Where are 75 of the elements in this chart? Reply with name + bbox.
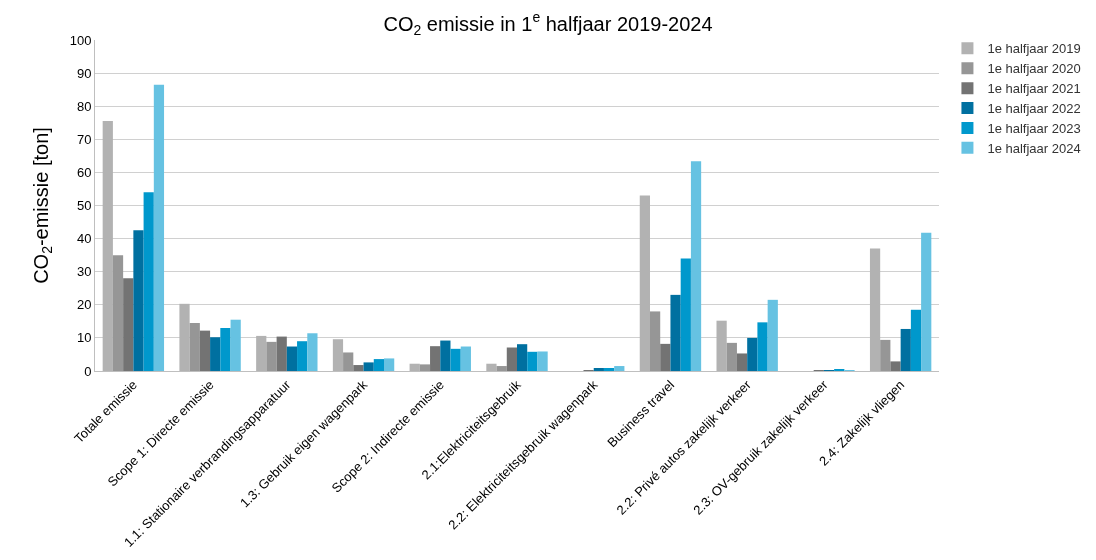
bar bbox=[307, 333, 318, 371]
bar bbox=[649, 311, 661, 371]
bar bbox=[593, 368, 604, 371]
bar bbox=[890, 361, 901, 371]
bar bbox=[230, 319, 241, 371]
bar bbox=[286, 346, 298, 371]
bar bbox=[353, 365, 364, 371]
bar bbox=[921, 232, 932, 371]
bar bbox=[910, 309, 922, 371]
bar bbox=[363, 362, 374, 371]
bar bbox=[736, 353, 748, 371]
bar bbox=[112, 255, 124, 371]
y-tick-label: 90 bbox=[76, 65, 92, 81]
bar bbox=[332, 339, 344, 371]
bar bbox=[450, 348, 461, 371]
bar bbox=[506, 347, 517, 371]
legend-label: 1e halfjaar 2021 bbox=[987, 81, 1081, 97]
bar bbox=[527, 351, 538, 371]
bar bbox=[419, 364, 431, 371]
bar bbox=[603, 368, 615, 371]
bar bbox=[102, 121, 113, 371]
bar bbox=[133, 230, 144, 371]
bar bbox=[880, 339, 891, 371]
bar bbox=[430, 346, 441, 371]
y-tick-label: 10 bbox=[76, 330, 92, 346]
bar bbox=[716, 320, 727, 371]
y-tick-label: 20 bbox=[76, 297, 92, 313]
bar bbox=[747, 337, 758, 371]
y-tick-label: 70 bbox=[76, 131, 92, 147]
bar bbox=[680, 258, 691, 371]
bar bbox=[266, 341, 277, 371]
legend-label: 1e halfjaar 2019 bbox=[987, 41, 1081, 57]
bar bbox=[460, 346, 471, 371]
bar bbox=[670, 294, 681, 371]
bar bbox=[143, 192, 154, 371]
bar bbox=[123, 278, 134, 371]
bar bbox=[726, 342, 737, 371]
bar bbox=[179, 303, 190, 371]
y-tick-label: 60 bbox=[76, 164, 92, 180]
legend-label: 1e halfjaar 2022 bbox=[987, 101, 1081, 117]
bar bbox=[767, 299, 778, 371]
legend-label: 1e halfjaar 2020 bbox=[987, 61, 1081, 77]
bar bbox=[210, 337, 221, 371]
bar bbox=[517, 344, 528, 371]
chart-title: CO$_{2}$ emissie in 1$^{e}$ halfjaar 2019-2024 bbox=[383, 9, 713, 38]
bar bbox=[757, 322, 768, 371]
bar bbox=[496, 366, 507, 371]
bar bbox=[373, 359, 385, 371]
bar bbox=[614, 366, 625, 371]
bar bbox=[409, 363, 420, 371]
bar bbox=[486, 363, 497, 371]
bar bbox=[189, 323, 200, 371]
bar bbox=[199, 330, 211, 371]
bar bbox=[384, 358, 395, 371]
bar bbox=[153, 84, 165, 371]
bar bbox=[256, 335, 267, 371]
bar bbox=[690, 161, 702, 371]
y-tick-label: 80 bbox=[76, 98, 92, 114]
bar bbox=[660, 343, 671, 371]
bar bbox=[869, 248, 881, 371]
bar bbox=[440, 340, 451, 371]
bar bbox=[220, 327, 231, 371]
legend-label: 1e halfjaar 2024 bbox=[987, 140, 1081, 156]
y-tick-label: 40 bbox=[76, 231, 92, 247]
y-tick-label: 50 bbox=[76, 198, 92, 214]
bar bbox=[900, 328, 911, 371]
bar bbox=[537, 351, 548, 371]
bar bbox=[297, 341, 308, 371]
bar bbox=[639, 195, 650, 371]
bar bbox=[276, 336, 287, 371]
y-tick-label: 0 bbox=[84, 363, 92, 379]
y-tick-label: 30 bbox=[76, 264, 92, 280]
legend-label: 1e halfjaar 2023 bbox=[987, 121, 1081, 136]
y-tick-label: 100 bbox=[69, 32, 92, 48]
bar bbox=[343, 352, 354, 371]
